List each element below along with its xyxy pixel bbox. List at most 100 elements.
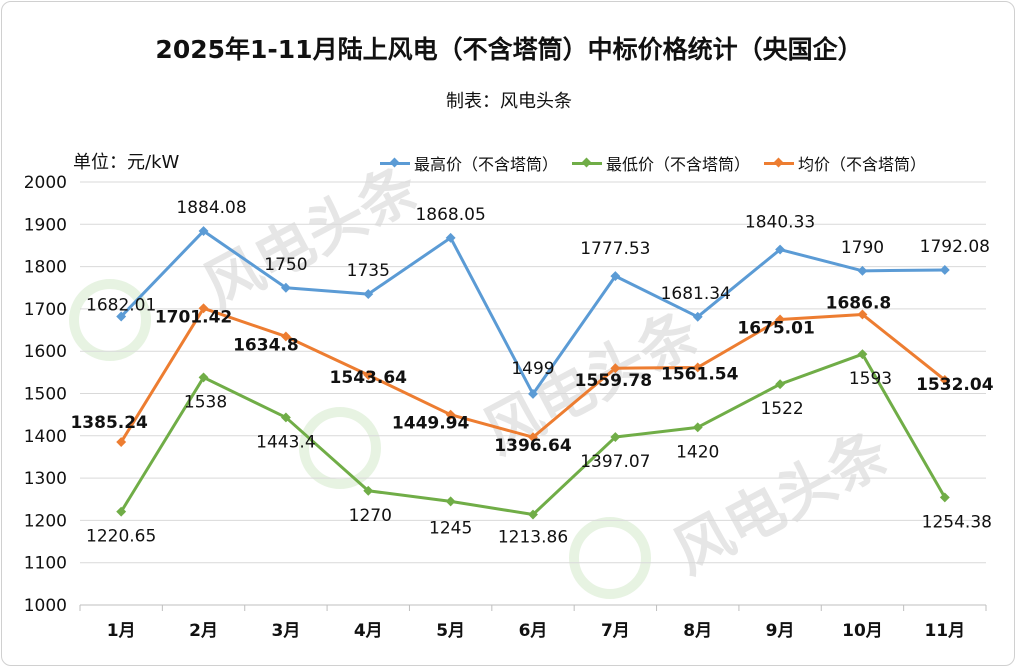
data-point-avg	[280, 331, 291, 342]
data-point-avg	[692, 362, 703, 373]
data-point-max	[692, 311, 703, 322]
series-max: 1682.01 1884.08 1750 1735 1868.05 1499 1777.53…	[86, 198, 990, 399]
data-label-min: 1443.4	[256, 432, 315, 452]
data-label-avg: 1532.04	[916, 375, 994, 395]
data-label-max: 1777.53	[580, 239, 650, 259]
data-label-avg: 1543.64	[330, 368, 408, 388]
data-point-avg	[775, 314, 786, 325]
data-point-min	[857, 349, 868, 360]
data-label-min: 1270	[349, 506, 392, 526]
x-tick-label: 6月	[519, 621, 548, 641]
data-point-avg	[528, 432, 538, 443]
data-point-max	[857, 265, 868, 276]
y-tick-label: 1300	[24, 469, 67, 489]
y-tick-label: 1400	[24, 427, 67, 447]
data-point-min	[445, 496, 456, 507]
legend-swatch-min	[572, 157, 603, 169]
data-point-max	[280, 282, 291, 293]
data-point-max	[198, 226, 209, 236]
data-point-min	[280, 412, 291, 423]
data-label-avg: 1561.54	[661, 364, 739, 384]
data-label-min: 1254.38	[922, 512, 992, 532]
data-point-max	[939, 265, 950, 275]
data-label-min: 1213.86	[498, 528, 568, 548]
data-point-max	[445, 232, 456, 243]
series-min: 1220.65 1538 1443.4 1270 1245 1213.86 1397.07 1…	[86, 349, 992, 548]
x-tick-label: 3月	[271, 621, 300, 641]
data-label-avg: 1701.42	[155, 307, 232, 327]
data-point-avg	[363, 370, 374, 380]
data-point-max	[363, 289, 374, 300]
data-point-avg	[939, 374, 950, 385]
data-label-avg: 1675.01	[737, 318, 814, 338]
y-tick-label: 1900	[24, 215, 67, 235]
data-label-min: 1593	[849, 369, 892, 389]
data-point-min	[610, 432, 621, 442]
y-tick-label: 1800	[24, 258, 67, 278]
data-label-max: 1868.05	[415, 205, 485, 225]
y-tick-label: 1700	[24, 300, 67, 320]
x-tick-label: 8月	[683, 621, 712, 641]
data-label-avg: 1385.24	[70, 413, 148, 433]
watermark-text: 风电头条	[192, 153, 429, 322]
y-axis-unit: 单位：元/kW	[73, 152, 180, 173]
data-point-max	[610, 271, 621, 282]
legend-swatch-avg	[764, 157, 795, 169]
data-label-max: 1681.34	[661, 284, 731, 304]
data-label-min: 1538	[184, 392, 227, 412]
data-point-min	[939, 492, 950, 503]
legend-label-avg: 均价（不含塔筒）	[798, 155, 927, 174]
data-label-min: 1522	[760, 399, 803, 419]
data-label-avg: 1559.78	[575, 371, 652, 391]
data-label-avg: 1634.8	[233, 335, 299, 355]
x-tick-label: 1月	[107, 621, 136, 641]
data-label-min: 1397.07	[580, 452, 650, 472]
y-tick-label: 1600	[24, 342, 67, 362]
data-label-max: 1790	[841, 238, 884, 258]
data-label-max: 1682.01	[86, 296, 156, 316]
legend-item-max: 最高价（不含塔筒）	[380, 151, 558, 175]
legend-label-max: 最高价（不含塔筒）	[414, 155, 559, 174]
x-tick-label: 11月	[924, 621, 965, 641]
data-label-avg: 1686.8	[826, 293, 892, 313]
watermark-logo-icon	[299, 407, 381, 489]
chart-subtitle: 制表：风电头条	[446, 91, 572, 112]
legend-item-min: 最低价（不含塔筒）	[572, 151, 750, 175]
legend-item-avg: 均价（不含塔筒）	[764, 151, 926, 175]
legend-swatch-max	[380, 157, 410, 169]
data-label-min: 1420	[676, 442, 719, 462]
data-point-min	[363, 485, 374, 496]
y-tick-label: 1500	[24, 385, 67, 405]
x-tick-label: 4月	[354, 621, 383, 641]
data-point-min	[775, 379, 786, 390]
data-point-avg	[610, 363, 621, 374]
x-tick-label: 7月	[601, 621, 630, 641]
data-label-max: 1750	[264, 255, 307, 275]
data-label-max: 1792.08	[920, 237, 990, 257]
watermark-logo-icon	[69, 279, 151, 361]
data-label-avg: 1396.64	[494, 436, 572, 456]
x-tick-label: 2月	[189, 621, 218, 641]
y-tick-label: 1100	[24, 554, 67, 574]
x-tick-label: 9月	[766, 621, 795, 641]
chart-title: 2025年1-11月陆上风电（不含塔筒）中标价格统计（央国企）	[155, 35, 863, 64]
data-label-max: 1735	[347, 261, 390, 281]
legend: 最高价（不含塔筒） 最低价（不含塔筒） 均价（不含塔筒）	[380, 151, 926, 175]
data-label-max: 1499	[511, 359, 554, 379]
data-point-avg	[445, 409, 456, 420]
x-tick-label: 10月	[842, 621, 883, 641]
data-point-min	[198, 372, 209, 383]
data-point-avg	[857, 309, 868, 320]
x-tick-label: 5月	[436, 621, 465, 641]
data-label-min: 1220.65	[86, 527, 156, 547]
y-tick-label: 2000	[24, 173, 67, 193]
data-label-max: 1884.08	[176, 198, 246, 218]
data-point-avg	[198, 303, 209, 314]
data-point-min	[528, 509, 538, 520]
data-point-min	[692, 422, 703, 433]
data-point-max	[775, 244, 786, 255]
y-tick-label: 1200	[24, 511, 67, 531]
data-label-max: 1840.33	[745, 213, 815, 233]
